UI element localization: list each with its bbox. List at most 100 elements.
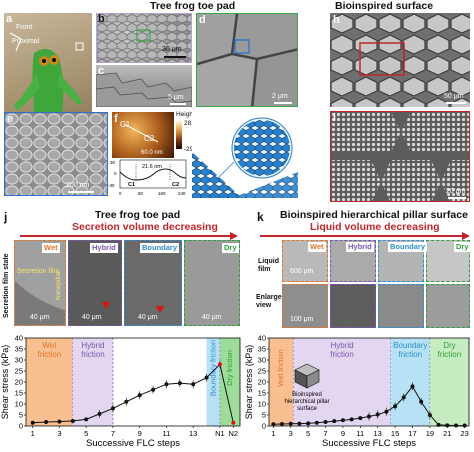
panel-k-arrow	[260, 232, 470, 240]
profile-xtick-0: 0	[119, 191, 122, 196]
profile-ytick-neg30: -30	[108, 183, 115, 188]
y-axis-label: Shear stress (kPa)	[0, 345, 10, 420]
data-point	[323, 420, 328, 425]
region-label-wet: Wet	[42, 341, 57, 350]
panel-f-label: f	[114, 113, 118, 125]
data-point	[427, 413, 432, 417]
inset-caption-1: Bioinspired	[292, 392, 322, 398]
x-tick-label: 21	[443, 429, 451, 438]
profile-ytick-0: 0	[114, 171, 117, 176]
data-point	[410, 384, 415, 389]
data-point	[306, 421, 311, 426]
panel-b-image	[96, 13, 192, 63]
k-tag-wet: Wet	[308, 242, 326, 252]
data-point	[384, 409, 389, 414]
data-point	[151, 387, 156, 392]
data-point	[419, 399, 424, 404]
panel-j-subtitle: Secretion volume decreasing	[72, 221, 218, 233]
x-tick-label: 3	[289, 429, 293, 438]
y-tick-label: 15	[15, 389, 23, 398]
afm-colorbar	[176, 121, 182, 149]
data-point	[177, 381, 182, 386]
toe-pad-title: Tree frog toe pad	[150, 0, 236, 12]
data-point	[349, 417, 354, 422]
k-scale-100: 100 μm	[290, 316, 314, 323]
inset-caption-2: hierarchical pillar	[284, 399, 329, 405]
data-point	[436, 422, 441, 427]
cube-right	[306, 369, 320, 389]
region-boundary-friction	[390, 338, 430, 426]
data-point	[30, 420, 35, 425]
data-point	[401, 395, 406, 400]
front-label: Front	[16, 24, 33, 31]
x-tick-label: 17	[408, 429, 416, 438]
region-dry-friction	[219, 338, 240, 426]
x-axis-label: Successive FLC steps	[86, 438, 180, 449]
y-tick-label: 20	[258, 378, 266, 387]
data-point	[367, 414, 371, 419]
inset-pillar-cube	[294, 363, 320, 389]
j-red-marker-1	[102, 302, 110, 309]
j-scale-hybrid: 40 μm	[82, 314, 102, 321]
y-tick-label: 40	[258, 334, 266, 343]
panel-e-scale: 200 nm	[66, 182, 90, 189]
panel-j-label: j	[4, 210, 8, 224]
panel-i-scale: 20 μm	[446, 188, 466, 195]
panel-h-image	[330, 13, 470, 107]
data-point	[358, 416, 363, 421]
x-tick-label: N2	[229, 429, 239, 438]
k-tag-hybrid: Hybrid	[346, 242, 374, 252]
data-point	[297, 421, 302, 426]
j-tag-hybrid: Hybrid	[90, 243, 118, 253]
profile-c2: C2	[172, 182, 179, 188]
data-point	[288, 421, 293, 426]
x-axis-label: Successive FLC steps	[322, 438, 416, 449]
y-tick-label: 40	[15, 334, 23, 343]
k-stage-hybrid-enlarged	[330, 284, 376, 328]
afm-height-label: Height	[176, 111, 195, 118]
y-tick-label: 25	[258, 367, 266, 376]
panel-j-title: Tree frog toe pad	[95, 209, 181, 221]
data-point	[332, 419, 337, 424]
j-red-marker-2	[156, 306, 164, 313]
j-stage-dry	[184, 240, 240, 326]
y-axis-label: Shear stress (kPa)	[245, 345, 254, 420]
data-point	[164, 382, 169, 387]
profile-xtick-160: 160	[158, 191, 166, 196]
x-tick-label: 9	[138, 429, 142, 438]
region-label-boundary: Boundary	[393, 341, 427, 350]
data-point	[393, 404, 398, 409]
j-tag-boundary: Boundary	[140, 243, 180, 253]
y-tick-label: 35	[15, 345, 23, 354]
y-tick-label: 0	[19, 422, 23, 431]
data-point	[453, 423, 458, 428]
region-label-boundary: Boundary friction	[208, 340, 217, 396]
panel-e-scalebar	[68, 191, 94, 193]
k-stage-dry-enlarged	[426, 284, 470, 328]
panel-h-scale: 50 μm	[444, 93, 464, 100]
data-point	[57, 419, 62, 424]
x-tick-label: 13	[189, 429, 197, 438]
x-tick-label: 3	[57, 429, 61, 438]
panel-k-subtitle: Liquid volume decreasing	[310, 221, 440, 233]
data-point	[97, 411, 102, 416]
panel-g-label: g	[196, 113, 203, 125]
data-point	[124, 399, 129, 404]
region-label-dry: Dry	[443, 341, 455, 350]
y-tick-label: 5	[262, 411, 266, 420]
j-scale-boundary: 40 μm	[138, 314, 158, 321]
panel-i-image	[330, 111, 470, 202]
region-label-wet: Wet friction	[276, 349, 285, 386]
region-boundary-friction	[206, 338, 220, 426]
x-tick-label: 23	[460, 429, 468, 438]
k-tag-boundary: Boundary	[388, 242, 428, 252]
x-tick-label: 9	[341, 429, 345, 438]
k-tag-dry: Dry	[454, 242, 471, 252]
panel-g-hex-model	[192, 112, 298, 198]
panel-d-image	[196, 13, 298, 107]
j-tag-wet: Wet	[42, 243, 60, 253]
region-label-hybrid: Hybrid	[81, 341, 104, 350]
panel-f-afm-map	[112, 112, 174, 158]
j-tag-dry: Dry	[222, 243, 239, 253]
data-point	[271, 422, 276, 427]
